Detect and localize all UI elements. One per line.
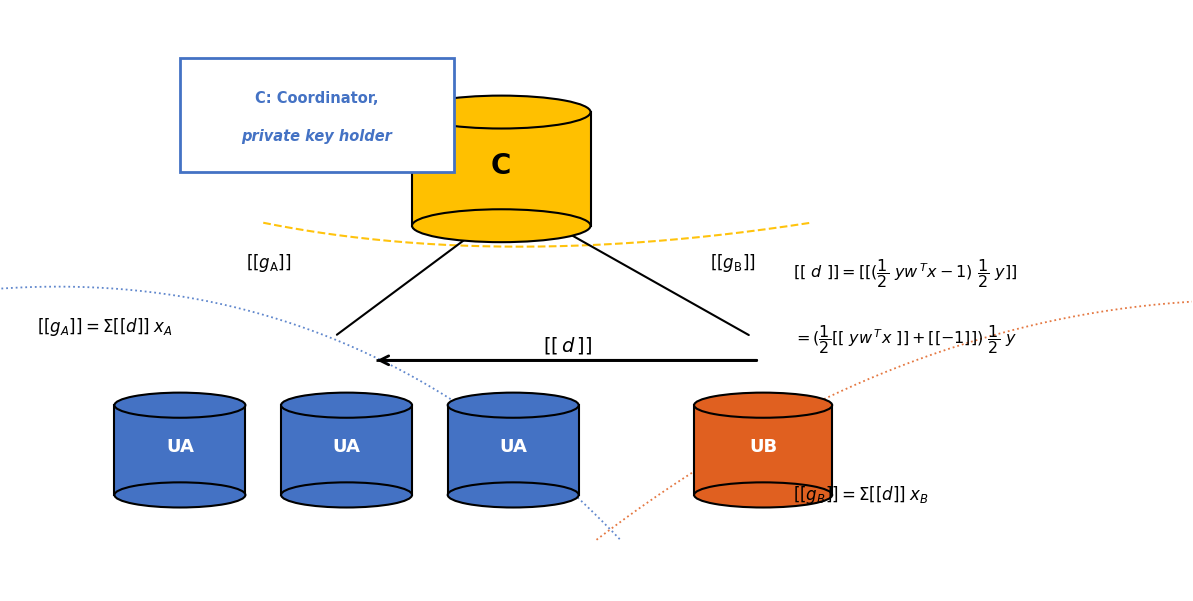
- FancyBboxPatch shape: [412, 112, 591, 226]
- Ellipse shape: [282, 392, 412, 418]
- Ellipse shape: [115, 483, 246, 507]
- FancyBboxPatch shape: [282, 405, 412, 495]
- Text: C: Coordinator,: C: Coordinator,: [255, 91, 378, 106]
- Ellipse shape: [694, 483, 833, 507]
- FancyBboxPatch shape: [447, 405, 579, 495]
- Text: UB: UB: [749, 438, 777, 456]
- Text: $[[g_{\mathsf{A}}]]$: $[[g_{\mathsf{A}}]]$: [247, 252, 292, 273]
- Text: $[[g_{\mathsf{B}}]]$: $[[g_{\mathsf{B}}]]$: [710, 252, 755, 273]
- Ellipse shape: [694, 392, 833, 418]
- Text: $[[\ d\ ]] = [[(\dfrac{1}{2}\ yw^{\,T}x - 1)\ \dfrac{1}{2}\ y]]$: $[[\ d\ ]] = [[(\dfrac{1}{2}\ yw^{\,T}x …: [793, 257, 1018, 290]
- Text: $[[g_A]] = \Sigma[[d]]\; x_A$: $[[g_A]] = \Sigma[[d]]\; x_A$: [37, 316, 173, 338]
- FancyBboxPatch shape: [694, 405, 833, 495]
- Text: $= (\dfrac{1}{2}[[\ yw^{\,T}x\ ]] + [[-1]])\ \dfrac{1}{2}\ y$: $= (\dfrac{1}{2}[[\ yw^{\,T}x\ ]] + [[-1…: [793, 323, 1016, 356]
- Ellipse shape: [282, 483, 412, 507]
- FancyBboxPatch shape: [115, 405, 246, 495]
- Ellipse shape: [412, 96, 591, 129]
- Text: C: C: [492, 152, 512, 180]
- Text: private key holder: private key holder: [241, 129, 392, 144]
- Ellipse shape: [447, 392, 579, 418]
- Text: UA: UA: [333, 438, 360, 456]
- Ellipse shape: [447, 483, 579, 507]
- Ellipse shape: [412, 209, 591, 242]
- Ellipse shape: [115, 392, 246, 418]
- FancyBboxPatch shape: [180, 58, 453, 172]
- Text: UA: UA: [499, 438, 527, 456]
- Text: UA: UA: [166, 438, 193, 456]
- Text: $[[g_B]] = \Sigma[[d]]\; x_B$: $[[g_B]] = \Sigma[[d]]\; x_B$: [793, 484, 929, 506]
- Text: $[[\,d\,]]$: $[[\,d\,]]$: [543, 335, 593, 356]
